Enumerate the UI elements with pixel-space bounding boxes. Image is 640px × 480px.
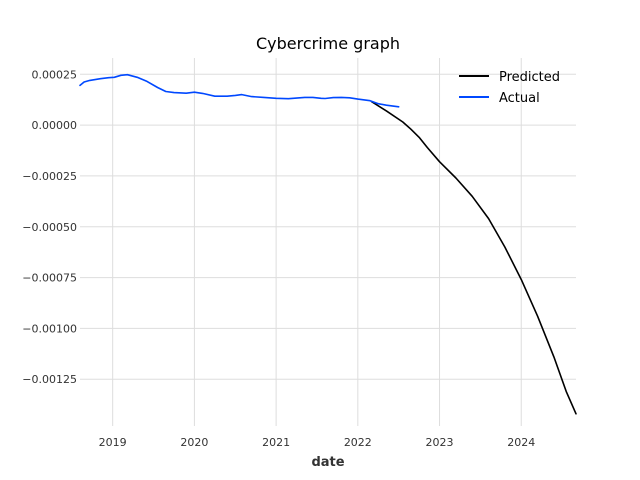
y-tick-label: −0.00075: [22, 272, 77, 285]
y-tick-label: −0.00100: [22, 322, 77, 335]
y-tick-label: 0.00000: [32, 119, 78, 132]
series-line-predicted: [370, 100, 577, 415]
chart-title: Cybercrime graph: [256, 34, 400, 53]
legend: Predicted Actual: [459, 70, 560, 106]
series-layer: [79, 73, 577, 415]
x-tick-label: 2019: [99, 436, 127, 449]
x-tick-label: 2023: [426, 436, 454, 449]
y-tick-label: −0.00025: [22, 170, 77, 183]
y-tick-label: 0.00025: [32, 68, 78, 81]
x-tick-label: 2024: [507, 436, 535, 449]
tick-labels: 0.00025 0.00000 −0.00025 −0.00050 −0.00075 −0…: [22, 68, 535, 449]
x-axis-label: date: [311, 455, 344, 470]
legend-label-predicted: Predicted: [499, 70, 560, 85]
y-tick-label: −0.00125: [22, 373, 77, 386]
x-tick-label: 2020: [180, 436, 208, 449]
grid-layer: [80, 58, 576, 426]
legend-label-actual: Actual: [499, 91, 540, 106]
y-tick-label: −0.00050: [22, 221, 77, 234]
x-tick-label: 2022: [344, 436, 372, 449]
x-tick-label: 2021: [262, 436, 290, 449]
series-line-actual: [79, 73, 400, 108]
